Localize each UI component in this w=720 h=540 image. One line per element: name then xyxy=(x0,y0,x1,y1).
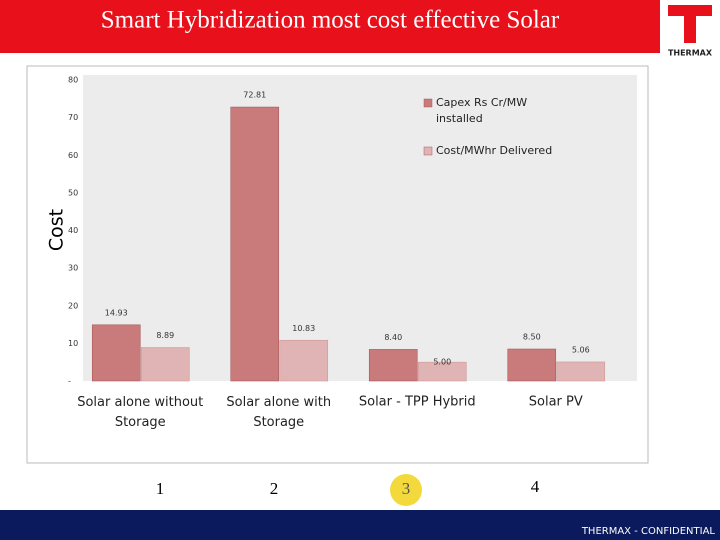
data-label: 72.81 xyxy=(243,91,266,100)
y-tick-label: 50 xyxy=(68,188,78,197)
logo-text: THERMAX xyxy=(668,49,713,58)
data-label: 8.89 xyxy=(156,331,174,340)
x-tick-label: Solar - TPP Hybrid xyxy=(359,395,476,410)
footer-text: THERMAX - CONFIDENTIAL xyxy=(581,526,716,537)
data-label: 5.00 xyxy=(433,358,451,367)
legend-swatch xyxy=(423,98,433,108)
y-tick-label: - xyxy=(68,377,71,386)
marker-label: 1 xyxy=(156,479,165,498)
bar xyxy=(417,361,467,382)
x-tick-label: Solar alone without Storage xyxy=(77,395,203,430)
bar xyxy=(556,361,606,382)
y-tick-label: 60 xyxy=(68,151,78,160)
x-tick-label: Solar PV xyxy=(529,395,583,410)
logo-stem xyxy=(684,5,696,43)
logo: THERMAX xyxy=(668,5,713,58)
plot-area xyxy=(83,75,637,381)
legend-label: Cost/MWhr Delivered xyxy=(436,144,552,157)
data-label: 10.83 xyxy=(292,324,315,333)
y-tick-label: 30 xyxy=(68,264,78,273)
marker-label: 3 xyxy=(402,479,411,498)
y-tick-label: 10 xyxy=(68,339,78,348)
marker-label: 2 xyxy=(270,479,279,498)
bar xyxy=(140,347,190,382)
y-tick-label: 80 xyxy=(68,76,78,85)
footer-bar xyxy=(0,510,720,540)
x-tick-label: Solar alone with Storage xyxy=(226,395,331,430)
data-label: 5.06 xyxy=(572,345,590,354)
legend-label: Capex Rs Cr/MW installed xyxy=(436,96,527,125)
slide-title: Smart Hybridization most cost effective … xyxy=(101,7,560,34)
bar xyxy=(91,324,141,382)
marker-label: 4 xyxy=(531,477,540,496)
legend-swatch xyxy=(423,146,433,156)
bar xyxy=(368,349,418,382)
bar xyxy=(507,348,557,382)
header-bar xyxy=(0,0,660,53)
y-tick-label: 40 xyxy=(68,226,78,235)
bar xyxy=(279,339,329,382)
data-label: 14.93 xyxy=(105,308,128,317)
bar xyxy=(230,106,280,382)
data-label: 8.50 xyxy=(523,333,541,342)
marker-highlight xyxy=(390,474,422,506)
y-tick-label: 70 xyxy=(68,113,78,122)
y-axis-label: Cost xyxy=(46,209,68,251)
y-tick-label: 20 xyxy=(68,301,78,310)
data-label: 8.40 xyxy=(384,333,402,342)
